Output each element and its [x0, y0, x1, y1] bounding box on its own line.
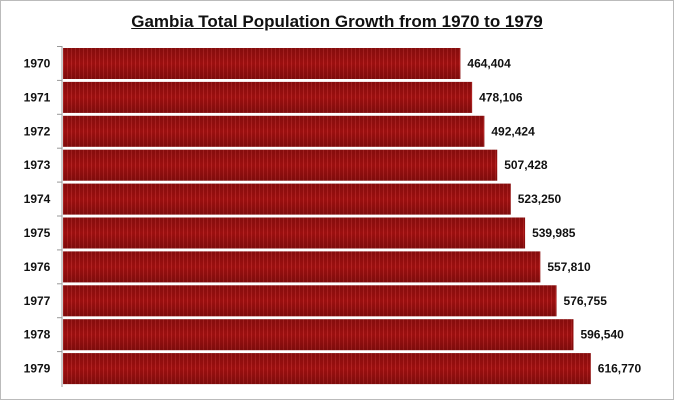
data-label: 507,428	[504, 158, 548, 172]
bar-shade	[63, 319, 574, 351]
data-label: 557,810	[547, 260, 591, 274]
y-tick-label: 1970	[24, 57, 51, 71]
data-label: 478,106	[479, 90, 523, 104]
data-label: 523,250	[518, 192, 562, 206]
bar-shade	[63, 149, 498, 181]
bar-shade	[63, 115, 485, 147]
y-tick-label: 1975	[24, 226, 51, 240]
y-tick-label: 1974	[24, 192, 51, 206]
y-tick-label: 1971	[24, 90, 51, 104]
data-label: 596,540	[580, 328, 624, 342]
y-tick-label: 1972	[24, 124, 51, 138]
bar-shade	[63, 285, 557, 317]
data-label: 492,424	[491, 124, 535, 138]
data-label: 539,985	[532, 226, 576, 240]
chart-title-text: Gambia Total Population Growth from 1970…	[131, 12, 543, 31]
y-tick-label: 1973	[24, 158, 51, 172]
bar-shade	[63, 217, 526, 249]
y-tick-label: 1979	[24, 362, 51, 376]
data-label: 576,755	[564, 294, 608, 308]
data-label: 464,404	[467, 57, 511, 71]
bar-shade	[63, 251, 541, 283]
data-label: 616,770	[598, 362, 642, 376]
y-tick-label: 1976	[24, 260, 51, 274]
y-tick-label: 1978	[24, 328, 51, 342]
bar-shade	[63, 183, 511, 215]
chart-title: Gambia Total Population Growth from 1970…	[1, 12, 673, 32]
bar-shade	[63, 48, 461, 79]
y-tick-label: 1977	[24, 294, 51, 308]
bar-shade	[63, 81, 473, 113]
bar-shade	[63, 353, 591, 385]
